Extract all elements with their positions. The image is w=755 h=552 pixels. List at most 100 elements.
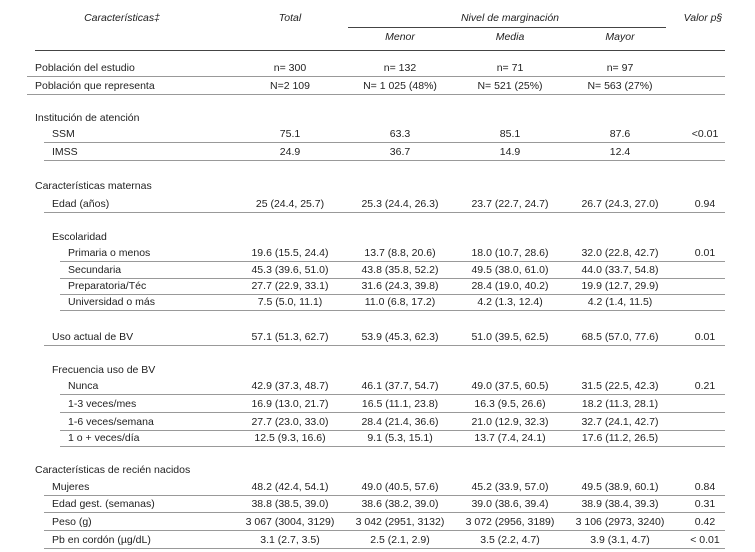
- cell: 46.1 (37.7, 54.7): [361, 380, 439, 392]
- header-media: Media: [495, 31, 525, 43]
- cell: 19.9 (12.7, 29.9): [581, 280, 659, 292]
- cell: 3.9 (3.1, 4.7): [590, 534, 650, 546]
- cell: 32.7 (24.1, 42.7): [581, 416, 659, 428]
- cell: 21.0 (12.9, 32.3): [471, 416, 549, 428]
- cell: 25 (24.4, 25.7): [255, 198, 325, 210]
- row-rule: [60, 412, 725, 413]
- cell: n= 132: [383, 62, 417, 74]
- p-value: 0.01: [694, 331, 716, 343]
- section-label: Institución de atención: [35, 112, 140, 124]
- row-label: Edad (años): [52, 198, 110, 210]
- cell: 11.0 (6.8, 17.2): [364, 296, 436, 308]
- cell: 87.6: [609, 128, 631, 140]
- cell: 43.8 (35.8, 52.2): [361, 264, 439, 276]
- cell: 28.4 (19.0, 40.2): [471, 280, 549, 292]
- row-label: Primaria o menos: [68, 247, 151, 259]
- header-group: Nivel de marginación: [460, 12, 560, 24]
- cell: 38.8 (38.5, 39.0): [251, 498, 329, 510]
- row-rule: [60, 278, 725, 279]
- cell: 16.3 (9.5, 26.6): [474, 398, 546, 410]
- section-label: Características de recién nacidos: [35, 464, 191, 476]
- cell: 31.6 (24.3, 39.8): [361, 280, 439, 292]
- header-menor: Menor: [385, 31, 415, 43]
- row-rule: [27, 94, 725, 95]
- cell: 36.7: [389, 146, 411, 158]
- cell: 26.7 (24.3, 27.0): [581, 198, 659, 210]
- cell: 85.1: [499, 128, 521, 140]
- row-rule: [44, 212, 725, 213]
- cell: 3 106 (2973, 3240): [575, 516, 665, 528]
- row-label: Preparatoria/Téc: [68, 280, 147, 292]
- row-rule: [60, 430, 725, 431]
- row-rule: [60, 310, 725, 311]
- cell: 13.7 (8.8, 20.6): [364, 247, 436, 259]
- cell: 53.9 (45.3, 62.3): [361, 331, 439, 343]
- cell: 39.0 (38.6, 39.4): [471, 498, 549, 510]
- row-label: Mujeres: [52, 481, 90, 493]
- p-value: 0.31: [694, 498, 716, 510]
- cell: 23.7 (22.7, 24.7): [471, 198, 549, 210]
- section-label: Escolaridad: [52, 231, 107, 243]
- cell: 3 072 (2956, 3189): [465, 516, 555, 528]
- cell: 3 067 (3004, 3129): [245, 516, 335, 528]
- cell: 7.5 (5.0, 11.1): [257, 296, 323, 308]
- cell: n= 71: [496, 62, 524, 74]
- cell: 16.5 (11.1, 23.8): [361, 398, 439, 410]
- cell: 3 042 (2951, 3132): [355, 516, 445, 528]
- group-rule: [348, 27, 666, 28]
- header-rule: [35, 50, 725, 51]
- p-value: 0.94: [694, 198, 716, 210]
- cell: 75.1: [279, 128, 301, 140]
- cell: 57.1 (51.3, 62.7): [251, 331, 329, 343]
- cell: N= 1 025 (48%): [363, 80, 437, 92]
- section-label: Frecuencia uso de BV: [52, 364, 156, 376]
- cell: 27.7 (23.0, 33.0): [251, 416, 329, 428]
- row-rule: [44, 495, 725, 496]
- cell: 12.5 (9.3, 16.6): [254, 432, 326, 444]
- cell: 68.5 (57.0, 77.6): [581, 331, 659, 343]
- row-label: Edad gest. (semanas): [52, 498, 155, 510]
- cell: 51.0 (39.5, 62.5): [471, 331, 549, 343]
- row-label: Secundaria: [68, 264, 122, 276]
- cell: 4.2 (1.3, 12.4): [477, 296, 543, 308]
- row-label: IMSS: [52, 146, 78, 158]
- p-value: 0.84: [694, 481, 716, 493]
- header-p: Valor p§: [683, 12, 723, 24]
- cell: 45.2 (33.9, 57.0): [471, 481, 549, 493]
- header-total: Total: [278, 12, 302, 24]
- header-mayor: Mayor: [605, 31, 635, 43]
- cell: n= 97: [606, 62, 634, 74]
- cell: 49.0 (37.5, 60.5): [471, 380, 549, 392]
- row-label: 1-6 veces/semana: [68, 416, 154, 428]
- cell: n= 300: [273, 62, 307, 74]
- cell: 17.6 (11.2, 26.5): [581, 432, 659, 444]
- row-label: Peso (g): [52, 516, 92, 528]
- cell: 31.5 (22.5, 42.3): [581, 380, 659, 392]
- row-label: 1 o + veces/día: [68, 432, 140, 444]
- row-label: 1-3 veces/mes: [68, 398, 137, 410]
- cell: 12.4: [609, 146, 631, 158]
- row-label: SSM: [52, 128, 75, 140]
- cell: 16.9 (13.0, 21.7): [251, 398, 329, 410]
- row-rule: [44, 530, 725, 531]
- cell: 18.0 (10.7, 28.6): [471, 247, 549, 259]
- row-rule: [44, 345, 725, 346]
- row-rule: [44, 512, 725, 513]
- cell: 13.7 (7.4, 24.1): [474, 432, 546, 444]
- cell: N=2 109: [270, 80, 310, 92]
- cell: N= 563 (27%): [587, 80, 653, 92]
- row-rule: [44, 548, 725, 549]
- header-characteristics: Características‡: [84, 12, 160, 24]
- cell: 25.3 (24.4, 26.3): [361, 198, 439, 210]
- cell: 49.5 (38.9, 60.1): [581, 481, 659, 493]
- cell: 18.2 (11.3, 28.1): [581, 398, 659, 410]
- row-label: Población del estudio: [35, 62, 135, 74]
- row-rule: [60, 394, 725, 395]
- p-value: < 0.01: [690, 534, 720, 546]
- cell: 28.4 (21.4, 36.6): [361, 416, 439, 428]
- cell: 19.6 (15.5, 24.4): [251, 247, 329, 259]
- cell: 4.2 (1.4, 11.5): [587, 296, 653, 308]
- row-label: Universidad o más: [68, 296, 155, 308]
- cell: 38.9 (38.4, 39.3): [581, 498, 659, 510]
